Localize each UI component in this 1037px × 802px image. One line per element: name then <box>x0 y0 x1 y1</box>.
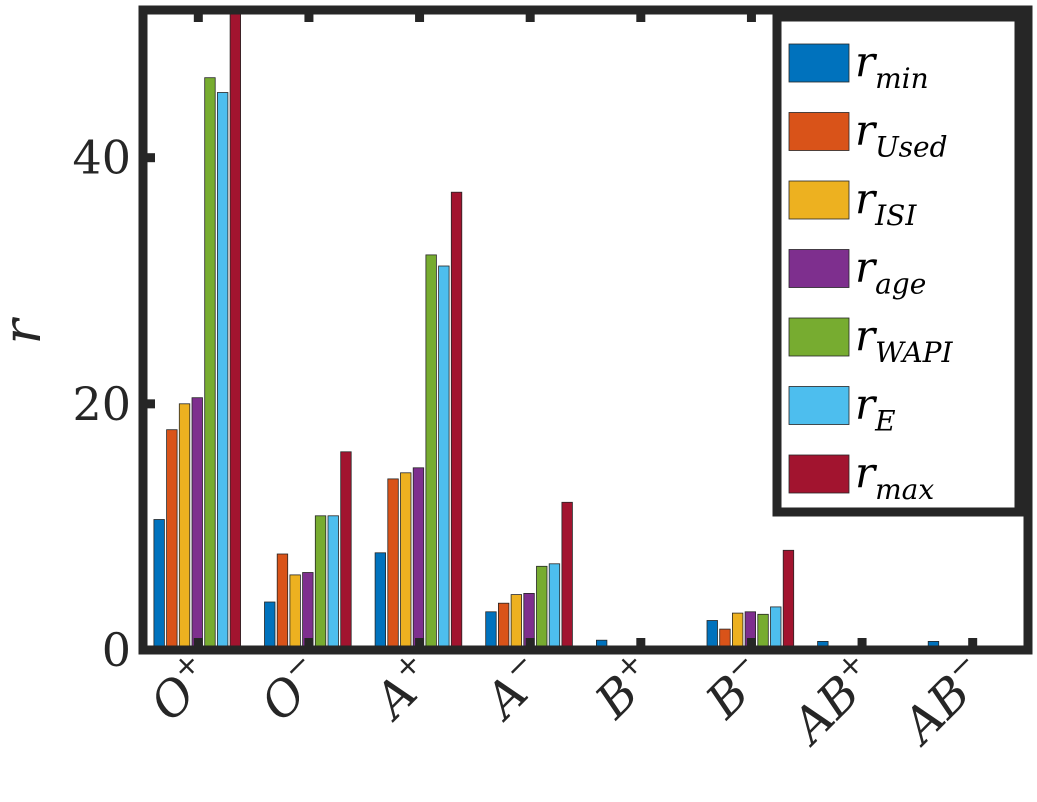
bar-isi-1 <box>289 574 301 651</box>
legend-label-wapi: rWAPI <box>855 311 954 369</box>
bar-wapi-0 <box>204 77 216 651</box>
bar-e-3 <box>548 563 561 651</box>
x-tick-label: AB+ <box>777 645 889 757</box>
x-tick-label: A+ <box>359 645 446 732</box>
legend-label-used: rUsed <box>855 106 948 164</box>
legend: rmin rUsed rISI rage rWAPI rE rmax <box>772 12 1024 517</box>
bar-wapi-2 <box>425 254 437 651</box>
y-ticks-group: 0 20 40 <box>72 131 1028 677</box>
bar-wapi-1 <box>314 515 327 651</box>
legend-label-age: rage <box>855 243 926 301</box>
bar-max-1 <box>340 451 352 651</box>
legend-swatch-age <box>788 249 850 288</box>
bar-min-2 <box>374 552 387 651</box>
legend-swatch-min <box>788 43 850 83</box>
legend-label-isi: rISI <box>855 174 917 232</box>
bar-e-1 <box>327 515 339 651</box>
legend-swatch-used <box>788 112 850 151</box>
x-tick-label: B− <box>693 645 778 730</box>
bar-used-2 <box>387 478 399 651</box>
bar-isi-0 <box>178 403 191 651</box>
legend-label-e: rE <box>855 380 896 438</box>
bar-max-3 <box>561 501 573 651</box>
bar-max-5 <box>782 549 795 651</box>
legend-swatch-isi <box>788 180 850 220</box>
x-tick-label: B+ <box>582 645 667 730</box>
bar-isi-2 <box>400 472 412 651</box>
legend-swatch-e <box>788 386 850 425</box>
bar-min-0 <box>153 519 165 651</box>
bar-min-3 <box>485 611 497 651</box>
x-tick-label: O+ <box>137 645 224 732</box>
x-tick-label: AB− <box>887 645 999 757</box>
bar-wapi-5 <box>757 613 769 651</box>
bar-isi-5 <box>732 612 744 651</box>
y-tick-label: 0 <box>102 623 131 677</box>
y-tick-label: 40 <box>72 131 131 185</box>
x-tick-label: A− <box>470 645 557 732</box>
bar-age-0 <box>191 397 203 651</box>
legend-label-max: rmax <box>855 448 934 506</box>
bar-max-2 <box>450 191 463 651</box>
legend-swatch-max <box>788 454 850 494</box>
bar-used-1 <box>276 553 289 651</box>
bar-min-1 <box>264 601 276 651</box>
bar-isi-3 <box>510 594 523 651</box>
bar-wapi-3 <box>536 565 548 651</box>
y-axis-label: r <box>0 316 53 344</box>
axes-group <box>138 5 1033 655</box>
legend-swatch-wapi <box>788 317 850 357</box>
bar-age-2 <box>412 467 425 651</box>
bar-used-3 <box>497 602 510 651</box>
x-tick-label: O− <box>248 645 335 732</box>
plot-frame <box>138 5 1033 655</box>
y-tick-label: 20 <box>72 377 131 431</box>
bar-used-0 <box>166 429 178 651</box>
bar-e-2 <box>438 265 450 651</box>
bar-max-0 <box>229 9 242 651</box>
legend-label-min: rmin <box>855 37 929 95</box>
bar-e-5 <box>770 606 782 651</box>
bar-e-0 <box>216 92 229 651</box>
